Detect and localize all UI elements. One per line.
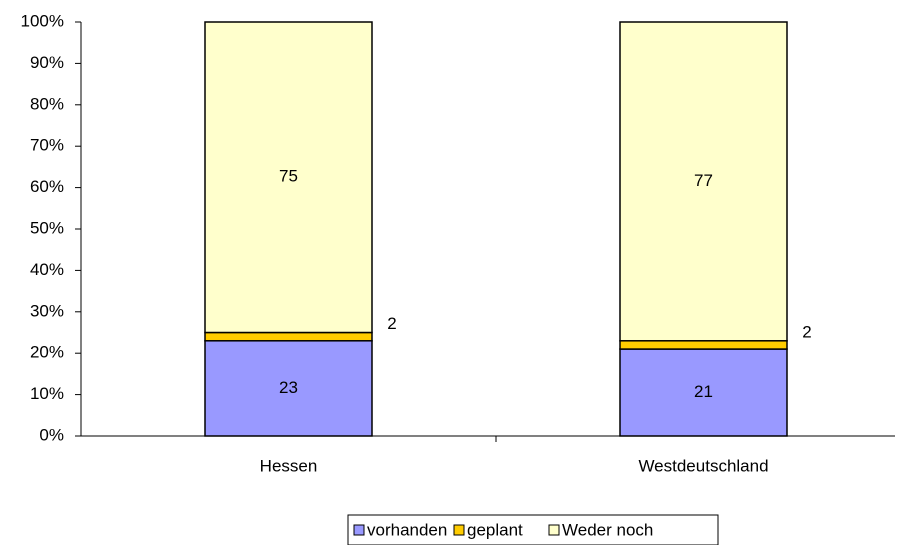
y-tick-label: 70%	[30, 136, 64, 155]
bar-segment	[619, 348, 788, 437]
bar-segment	[204, 21, 373, 334]
x-tick-label: Westdeutschland	[638, 456, 768, 475]
bar-segment	[204, 340, 373, 437]
x-tick-label: Hessen	[260, 456, 318, 475]
legend-box	[347, 514, 719, 545]
bar-segment	[204, 331, 373, 342]
legend-label: vorhanden	[367, 520, 447, 539]
legend-label: Weder noch	[562, 520, 653, 539]
legend-swatch	[548, 524, 560, 536]
data-label: 77	[694, 171, 713, 190]
y-tick-label: 40%	[30, 260, 64, 279]
y-tick-label: 20%	[30, 343, 64, 362]
legend-swatch	[453, 524, 465, 536]
y-tick-label: 60%	[30, 177, 64, 196]
data-label: 2	[802, 322, 811, 341]
data-label: 2	[387, 314, 396, 333]
legend-label: geplant	[467, 520, 523, 539]
bar-segment	[619, 340, 788, 350]
y-tick-label: 30%	[30, 301, 64, 320]
y-tick-label: 80%	[30, 94, 64, 113]
y-tick-label: 10%	[30, 384, 64, 403]
y-tick-label: 90%	[30, 53, 64, 72]
data-label: 21	[694, 382, 713, 401]
y-tick-label: 100%	[21, 11, 64, 30]
bar-segment	[619, 21, 788, 342]
data-label: 23	[279, 378, 298, 397]
y-tick-label: 50%	[30, 218, 64, 237]
data-label: 75	[279, 167, 298, 186]
y-tick-label: 0%	[39, 425, 64, 444]
legend-swatch	[353, 524, 365, 536]
